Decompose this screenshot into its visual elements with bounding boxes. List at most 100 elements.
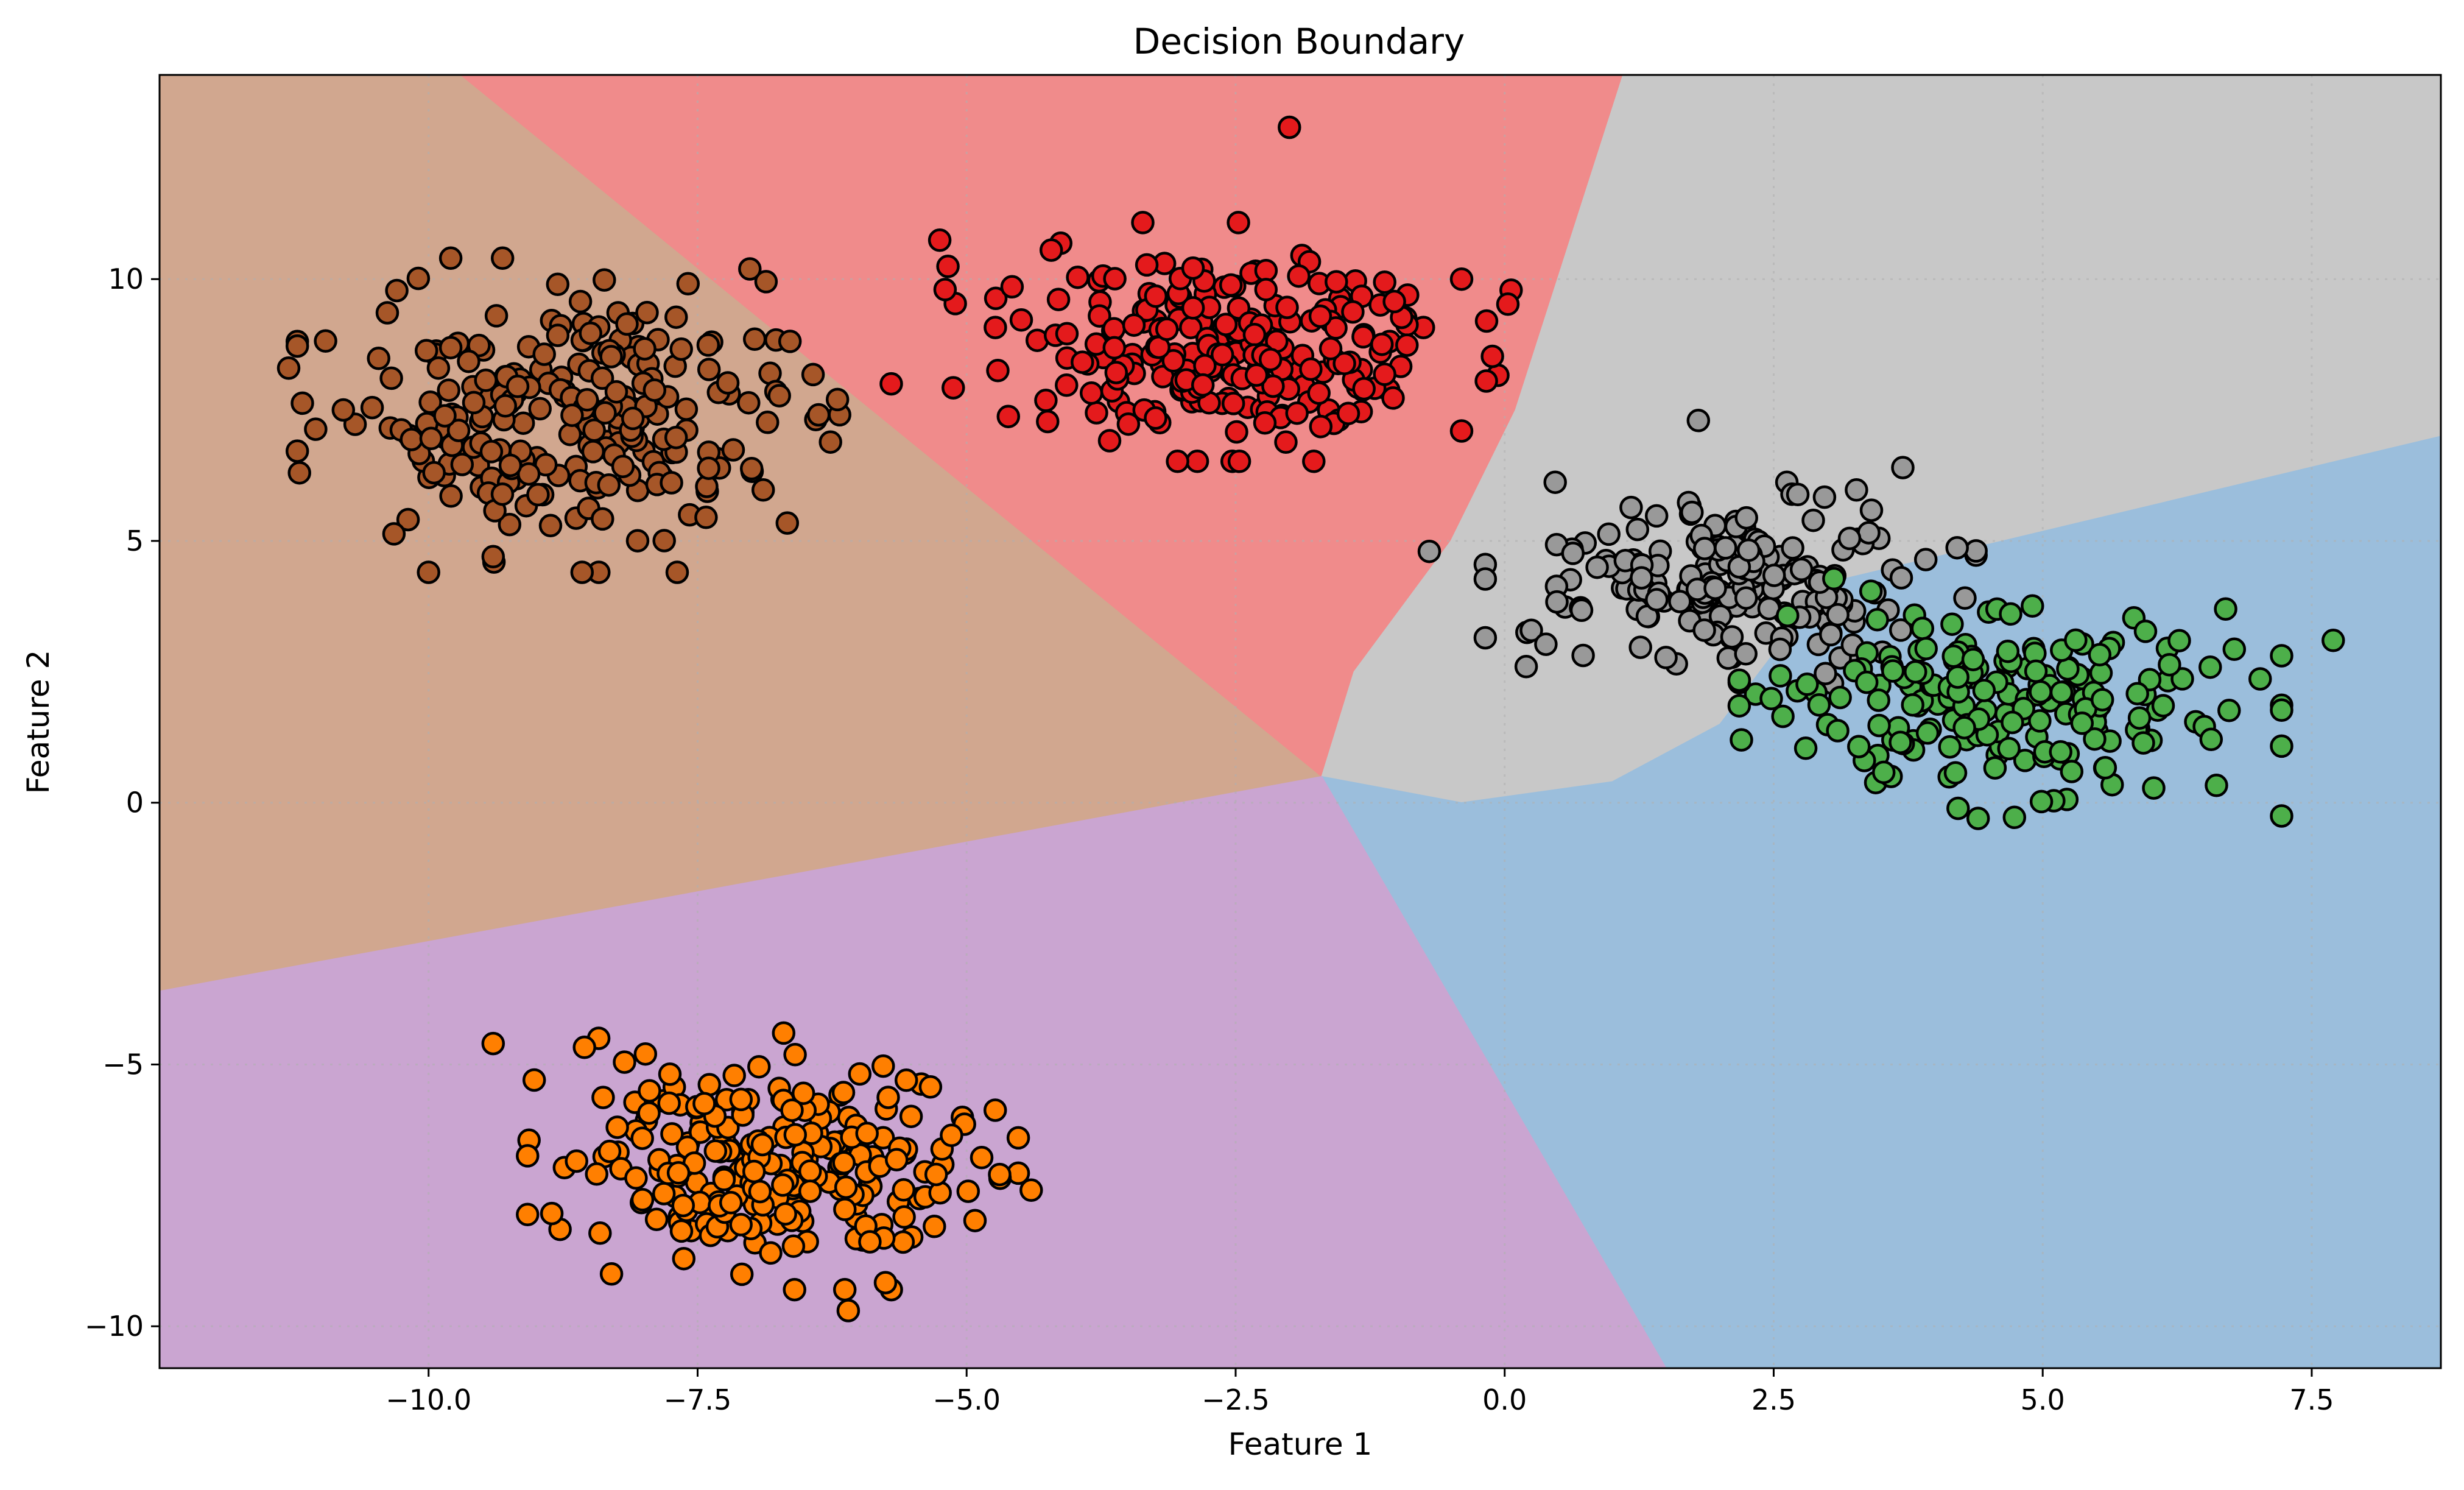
point-green: [1771, 704, 1795, 729]
point-brown: [591, 507, 614, 531]
point-outlier: [879, 372, 903, 396]
point-brown: [599, 345, 623, 369]
point-green: [2064, 628, 2088, 652]
point-brown: [516, 462, 541, 486]
x-axis-label: Feature 1: [1228, 1427, 1373, 1462]
point-gray: [1826, 602, 1850, 627]
point-brown: [331, 398, 356, 422]
point-brown: [742, 327, 767, 351]
point-red: [1474, 369, 1498, 393]
point-brown: [597, 473, 621, 497]
point-brown: [642, 378, 667, 402]
point-brown: [697, 456, 720, 480]
point-red: [1227, 211, 1250, 235]
point-brown: [285, 439, 309, 463]
point-orange: [660, 1122, 684, 1146]
point-red: [1274, 430, 1298, 454]
point-orange: [516, 1144, 540, 1168]
point-red: [1036, 409, 1060, 434]
point-brown: [694, 506, 718, 529]
point-red: [1381, 386, 1405, 410]
point-red: [1102, 336, 1127, 360]
point-brown: [462, 390, 486, 415]
point-gray: [1837, 526, 1862, 551]
point-green: [2127, 706, 2152, 730]
point-gray: [1789, 557, 1814, 582]
point-red: [1227, 450, 1251, 473]
point-gray: [1945, 535, 1969, 560]
point-green: [2028, 709, 2052, 733]
point-brown: [568, 289, 593, 314]
y-tick-label: 5: [126, 524, 144, 557]
point-brown: [479, 440, 504, 464]
point-orange: [924, 1162, 948, 1187]
point-green: [2151, 694, 2175, 718]
y-tick-label: 10: [108, 263, 144, 295]
x-tick-label: 2.5: [1751, 1383, 1796, 1416]
point-red: [1135, 253, 1159, 277]
point-orange: [894, 1068, 918, 1092]
point-brown: [664, 305, 688, 329]
point-orange: [719, 1191, 743, 1215]
point-orange: [658, 1062, 682, 1086]
point-brown: [375, 301, 400, 325]
point-outlier: [1730, 728, 1753, 752]
point-orange: [712, 1168, 736, 1192]
point-red: [1155, 317, 1179, 341]
point-outlier: [276, 356, 301, 380]
plot-area: [160, 75, 2441, 1368]
point-brown: [498, 453, 523, 478]
point-orange: [750, 1132, 775, 1157]
point-red: [1039, 238, 1063, 262]
point-red: [984, 316, 1007, 339]
point-green: [2248, 667, 2272, 691]
point-brown: [490, 246, 515, 270]
point-green: [1822, 567, 1846, 591]
point-red: [1318, 337, 1343, 361]
y-axis-label: Feature 2: [21, 650, 56, 794]
point-green: [1759, 687, 1783, 711]
point-green: [2270, 804, 2293, 828]
point-red: [1352, 376, 1376, 401]
point-orange: [891, 1230, 915, 1254]
point-brown: [575, 388, 599, 412]
point-red: [1104, 361, 1128, 384]
point-orange: [832, 1151, 856, 1174]
point-gray: [1913, 548, 1938, 571]
point-green: [1769, 664, 1792, 688]
point-green: [1904, 660, 1927, 684]
point-brown: [756, 411, 780, 434]
point-orange: [831, 1081, 856, 1104]
point-green: [1795, 673, 1819, 696]
point-green: [2158, 652, 2181, 677]
point-green: [1776, 604, 1800, 627]
point-brown: [538, 514, 563, 538]
point-red: [1219, 273, 1243, 297]
point-brown: [360, 395, 384, 420]
point-red: [1285, 401, 1309, 425]
point-green: [2029, 789, 2054, 814]
point-outlier: [2214, 597, 2237, 621]
point-green: [2021, 594, 2044, 618]
point-red: [1302, 450, 1326, 473]
point-orange: [783, 1277, 806, 1302]
y-tick-label: 0: [126, 786, 144, 819]
point-gray: [1644, 504, 1669, 528]
point-gray: [1534, 632, 1558, 656]
point-orange: [923, 1215, 946, 1238]
point-orange: [832, 1277, 857, 1302]
point-gray: [1762, 563, 1786, 587]
point-brown: [414, 339, 438, 362]
point-brown: [438, 246, 463, 270]
point-gray: [1473, 626, 1498, 650]
point-orange: [697, 1073, 722, 1096]
point-orange: [773, 1202, 797, 1226]
point-brown: [422, 461, 446, 485]
point-outlier: [481, 1031, 505, 1056]
point-brown: [511, 411, 535, 435]
point-green: [2167, 629, 2191, 652]
point-red: [1308, 304, 1332, 328]
point-red: [1122, 313, 1146, 337]
point-brown: [396, 507, 420, 532]
